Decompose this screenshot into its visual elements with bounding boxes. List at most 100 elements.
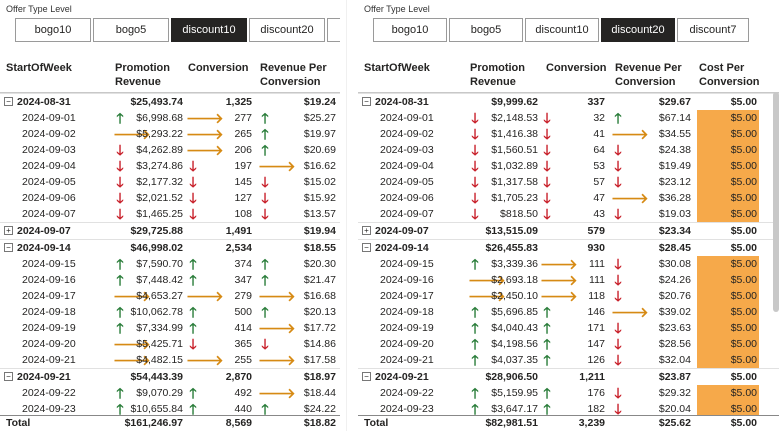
collapse-icon[interactable]: − xyxy=(4,371,13,381)
trend-side-arrow-icon: 🡒 xyxy=(113,352,151,368)
cost-per-conversion-cell: $5.00 xyxy=(697,352,759,368)
row-label: −2024-08-31 xyxy=(4,94,104,110)
slicer-chip-discount10[interactable]: discount10 xyxy=(171,18,247,42)
trend-side-arrow-icon: 🡒 xyxy=(186,110,224,126)
col-header-startofweek[interactable]: StartOfWeek xyxy=(6,62,72,74)
col-header-revenue-per-conversion[interactable]: Revenue Per Conversion xyxy=(260,62,327,88)
revenue-per-conversion-cell: $67.14 xyxy=(658,112,691,124)
table-row: −2024-09-14 $26,455.83 930 $28.45 $5.00 xyxy=(358,239,779,256)
table-row: 2024-09-23 🡑 🡑 🡑 $10,655.84 440 $24.22 xyxy=(0,401,340,417)
trend-down-arrow-icon: 🡓 xyxy=(116,206,124,222)
promotion-revenue-cell: $26,455.83 xyxy=(485,242,538,254)
slicer-chip-bogo5[interactable]: bogo5 xyxy=(93,18,169,42)
trend-side-arrow-icon: 🡒 xyxy=(113,336,151,352)
cost-per-conversion-cell: $5.00 xyxy=(697,272,759,288)
trend-down-arrow-icon: 🡓 xyxy=(614,272,622,288)
conversion-cell: 176 xyxy=(587,387,605,399)
total-label: Total xyxy=(6,417,31,429)
trend-side-arrow-icon: 🡒 xyxy=(540,288,578,304)
expand-icon[interactable]: + xyxy=(4,225,13,235)
revenue-per-conversion-cell: $19.97 xyxy=(303,128,336,140)
trend-side-arrow-icon: 🡒 xyxy=(611,190,649,206)
table-row: 2024-09-01 🡓 🡓 🡑 $2,148.53 32 $67.14 $5.00 xyxy=(358,110,779,126)
table-row: −2024-09-21 $28,906.50 1,211 $23.87 $5.00 xyxy=(358,368,779,385)
trend-down-arrow-icon: 🡓 xyxy=(261,174,269,190)
revenue-per-conversion-cell: $34.55 xyxy=(658,128,691,140)
cost-per-conversion-cell: $5.00 xyxy=(697,336,759,352)
conversion-cell: 279 xyxy=(234,290,252,302)
trend-side-arrow-icon: 🡒 xyxy=(113,288,151,304)
trend-down-arrow-icon: 🡓 xyxy=(614,142,622,158)
conversion-cell: 206 xyxy=(234,144,252,156)
trend-up-arrow-icon: 🡑 xyxy=(116,320,124,336)
conversion-cell: 147 xyxy=(587,338,605,350)
trend-up-arrow-icon: 🡑 xyxy=(116,385,124,401)
table-row: 2024-09-17 🡒 🡒 🡓 $2,450.10 118 $20.76 $5.00 xyxy=(358,288,779,304)
trend-down-arrow-icon: 🡓 xyxy=(614,158,622,174)
trend-down-arrow-icon: 🡓 xyxy=(471,142,479,158)
slicer-chip-discount10[interactable]: discount10 xyxy=(525,18,599,42)
trend-down-arrow-icon: 🡓 xyxy=(261,206,269,222)
trend-down-arrow-icon: 🡓 xyxy=(543,142,551,158)
table-row: 2024-09-02 🡓 🡓 🡒 $1,416.38 41 $34.55 $5.00 xyxy=(358,126,779,142)
promotion-revenue-cell: $4,198.56 xyxy=(491,338,538,350)
promotion-revenue-cell: $2,450.10 xyxy=(491,290,538,302)
cost-per-conversion-cell: $5.00 xyxy=(730,225,757,237)
trend-down-arrow-icon: 🡓 xyxy=(189,174,197,190)
collapse-icon[interactable]: − xyxy=(362,242,371,252)
col-header-startofweek[interactable]: StartOfWeek xyxy=(364,62,430,74)
right-panel: Offer Type Level bogo10 bogo5 discount10 di… xyxy=(358,0,779,431)
slicer-chip-bogo5[interactable]: bogo5 xyxy=(449,18,523,42)
col-header-promotion-revenue[interactable]: Promotion Revenue xyxy=(470,62,525,88)
trend-down-arrow-icon: 🡓 xyxy=(614,320,622,336)
table-row: 2024-09-16 🡑 🡑 🡑 $7,448.42 347 $21.47 xyxy=(0,272,340,288)
revenue-per-conversion-cell: $19.24 xyxy=(303,96,336,108)
promotion-revenue-cell: $7,590.70 xyxy=(136,258,183,270)
table-body: −2024-08-31 $9,999.62 337 $29.67 $5.00 2024-0… xyxy=(358,93,779,431)
trend-down-arrow-icon: 🡓 xyxy=(471,174,479,190)
collapse-icon[interactable]: − xyxy=(362,96,371,106)
trend-down-arrow-icon: 🡓 xyxy=(614,288,622,304)
promotion-revenue-cell: $5,696.85 xyxy=(491,306,538,318)
trend-up-arrow-icon: 🡑 xyxy=(261,142,269,158)
trend-up-arrow-icon: 🡑 xyxy=(471,336,479,352)
col-header-conversion[interactable]: Conversion xyxy=(188,62,249,74)
collapse-icon[interactable]: − xyxy=(362,371,371,381)
revenue-per-conversion-cell: $23.87 xyxy=(658,371,691,383)
conversion-cell: 500 xyxy=(234,306,252,318)
col-header-conversion[interactable]: Conversion xyxy=(546,62,607,74)
col-header-cost-per-conversion[interactable]: Cost Per Conversion xyxy=(699,62,760,88)
revenue-per-conversion-cell: $32.04 xyxy=(658,354,691,366)
promotion-revenue-cell: $2,693.18 xyxy=(491,274,538,286)
trend-down-arrow-icon: 🡓 xyxy=(471,158,479,174)
row-date: 2024-09-07 xyxy=(380,208,434,220)
trend-up-arrow-icon: 🡑 xyxy=(543,352,551,368)
slicer-chip-bogo10[interactable]: bogo10 xyxy=(373,18,447,42)
slicer-chip-discount20[interactable]: discount20 xyxy=(249,18,325,42)
collapse-icon[interactable]: − xyxy=(4,96,13,106)
promotion-revenue-cell: $29,725.88 xyxy=(130,225,183,237)
table-row: 2024-09-22 🡑 🡑 🡒 $9,070.29 492 $18.44 xyxy=(0,385,340,401)
cost-per-conversion-cell: $5.00 xyxy=(697,206,759,222)
expand-icon[interactable]: + xyxy=(362,225,371,235)
slicer-chip-bogo10[interactable]: bogo10 xyxy=(15,18,91,42)
slicer-chip-discount7[interactable]: discount7 xyxy=(677,18,749,42)
revenue-per-conversion-cell: $14.86 xyxy=(303,338,336,350)
trend-up-arrow-icon: 🡑 xyxy=(189,320,197,336)
row-label: +2024-09-07 xyxy=(4,223,104,239)
revenue-per-conversion-cell: $28.45 xyxy=(658,242,691,254)
trend-up-arrow-icon: 🡑 xyxy=(471,304,479,320)
revenue-per-conversion-cell: $19.49 xyxy=(658,160,691,172)
collapse-icon[interactable]: − xyxy=(4,242,13,252)
row-date: 2024-09-03 xyxy=(22,144,76,156)
table-row: 2024-09-21 🡑 🡑 🡓 $4,037.35 126 $32.04 $5.00 xyxy=(358,352,779,368)
trend-up-arrow-icon: 🡑 xyxy=(471,352,479,368)
slicer-chip-more[interactable] xyxy=(327,18,340,42)
table-row: −2024-08-31 $9,999.62 337 $29.67 $5.00 xyxy=(358,93,779,110)
vertical-scrollbar[interactable] xyxy=(773,92,779,312)
col-header-revenue-per-conversion[interactable]: Revenue Per Conversion xyxy=(615,62,682,88)
trend-side-arrow-icon: 🡒 xyxy=(113,126,151,142)
promotion-revenue-cell: $2,177.32 xyxy=(136,176,183,188)
col-header-promotion-revenue[interactable]: Promotion Revenue xyxy=(115,62,170,88)
slicer-chip-discount20[interactable]: discount20 xyxy=(601,18,675,42)
